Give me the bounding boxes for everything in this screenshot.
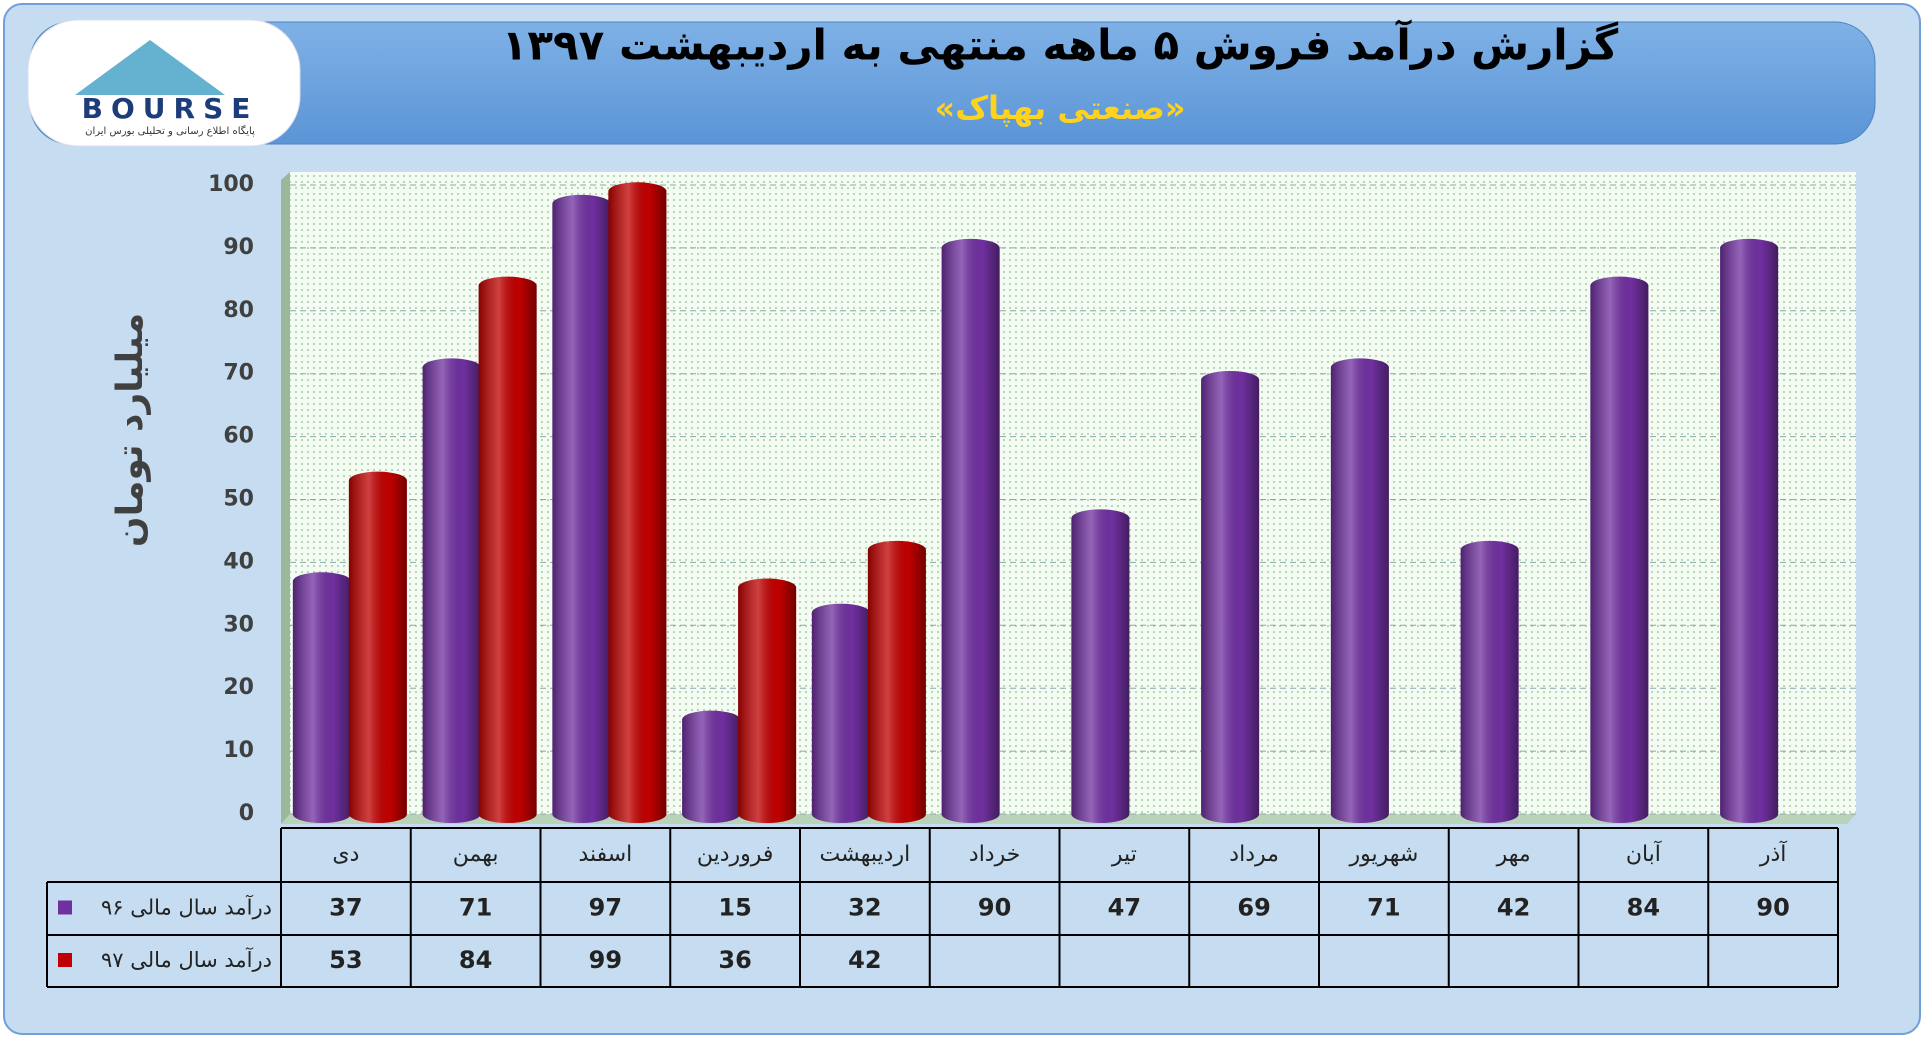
bar-shade: [1720, 238, 1779, 823]
table-value: 97: [589, 894, 622, 922]
logo-icon: [75, 40, 225, 95]
x-tick-label: تیر: [1111, 842, 1137, 867]
bar-shade: [292, 572, 351, 823]
x-tick-label: مهر: [1496, 842, 1531, 867]
table-value: 36: [718, 946, 751, 974]
y-tick-label: 0: [239, 801, 254, 826]
side-wall: [281, 172, 290, 824]
y-tick-label: 60: [223, 424, 254, 449]
table-value: 53: [329, 946, 362, 974]
logo-text: BOURSE: [82, 92, 259, 125]
bar-shade: [682, 710, 741, 823]
bar-shade: [608, 182, 667, 824]
y-tick-label: 100: [208, 172, 254, 197]
y-tick-label: 30: [223, 612, 254, 637]
y-tick-label: 80: [223, 298, 254, 323]
table-value: 42: [848, 946, 881, 974]
x-tick-label: فروردین: [697, 842, 774, 867]
chart-title: گزارش درآمد فروش ۵ ماهه منتهی به اردیبهش…: [502, 20, 1619, 71]
table-value: 47: [1108, 894, 1141, 922]
legend-marker: [58, 953, 72, 967]
x-tick-label: اسفند: [578, 842, 632, 867]
legend-marker: [58, 900, 72, 915]
table-value: 71: [1367, 894, 1400, 922]
table-value: 90: [978, 894, 1011, 922]
table-value: 69: [1237, 894, 1270, 922]
x-tick-label: اردیبهشت: [820, 842, 911, 867]
x-tick-label: آذر: [1759, 840, 1787, 867]
x-tick-label: دی: [332, 842, 359, 867]
legend-label: درآمد سال مالی ۹۷: [101, 947, 272, 972]
bar-shade: [1590, 276, 1649, 823]
bar-shade: [348, 471, 407, 823]
bar-shade: [1330, 358, 1389, 823]
table-value: 84: [1627, 894, 1660, 922]
table-value: 32: [848, 894, 881, 922]
chart-subtitle: «صنعتی بهپاک»: [935, 89, 1186, 127]
bar-shade: [1460, 540, 1519, 823]
x-tick-label: آبان: [1626, 840, 1662, 867]
bar-shade: [478, 276, 537, 823]
table-value: 84: [459, 946, 492, 974]
y-tick-label: 70: [223, 361, 254, 386]
logo-tagline: پایگاه اطلاع رسانی و تحلیلی بورس ایران: [85, 125, 255, 137]
y-tick-label: 50: [223, 487, 254, 512]
bar-shade: [811, 603, 870, 823]
y-tick-label: 20: [223, 675, 254, 700]
table-value: 99: [589, 946, 622, 974]
x-tick-label: شهریور: [1348, 842, 1418, 867]
table-value: 90: [1756, 894, 1789, 922]
bar-shade: [941, 238, 1000, 823]
y-tick-label: 90: [223, 235, 254, 260]
y-axis-label: میلیارد تومان: [110, 313, 151, 547]
bar-shade: [1201, 370, 1260, 823]
y-tick-label: 40: [223, 549, 254, 574]
x-tick-label: مرداد: [1229, 842, 1279, 867]
bar-shade: [1071, 509, 1130, 823]
bar-shade: [867, 540, 926, 823]
bar-shade: [738, 578, 797, 823]
table-value: 71: [459, 894, 492, 922]
legend-label: درآمد سال مالی ۹۶: [101, 895, 272, 920]
table-value: 37: [329, 894, 362, 922]
bar-shade: [422, 358, 481, 823]
y-tick-label: 10: [223, 738, 254, 763]
table-value: 42: [1497, 894, 1530, 922]
x-tick-label: بهمن: [453, 842, 499, 867]
bar-shade: [552, 194, 611, 823]
x-tick-label: خرداد: [969, 842, 1020, 867]
table-value: 15: [718, 894, 751, 922]
